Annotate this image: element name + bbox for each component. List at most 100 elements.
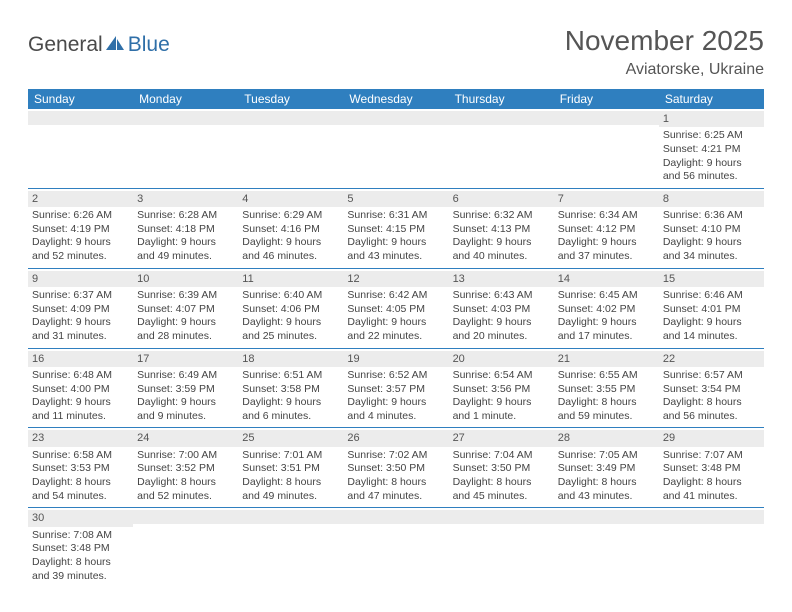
calendar-empty-cell (449, 508, 554, 587)
day-detail-line: Daylight: 9 hours and 9 minutes. (137, 396, 234, 423)
day-detail-line: Sunset: 3:52 PM (137, 462, 234, 476)
day-detail-line: Sunrise: 6:52 AM (347, 369, 444, 383)
day-detail-line: Daylight: 9 hours and 11 minutes. (32, 396, 129, 423)
day-detail-line: Daylight: 9 hours and 4 minutes. (347, 396, 444, 423)
day-detail-line: Sunset: 3:51 PM (242, 462, 339, 476)
calendar-day-cell: 15Sunrise: 6:46 AMSunset: 4:01 PMDayligh… (659, 268, 764, 348)
day-detail-line: Sunset: 3:48 PM (663, 462, 760, 476)
day-detail-line: Sunset: 4:21 PM (663, 143, 760, 157)
day-detail-line: Daylight: 8 hours and 54 minutes. (32, 476, 129, 503)
day-detail-line: Sunrise: 6:45 AM (558, 289, 655, 303)
day-detail-line: Daylight: 8 hours and 56 minutes. (663, 396, 760, 423)
calendar-day-cell: 21Sunrise: 6:55 AMSunset: 3:55 PMDayligh… (554, 348, 659, 428)
day-detail-line: Sunset: 4:05 PM (347, 303, 444, 317)
calendar-week-row: 9Sunrise: 6:37 AMSunset: 4:09 PMDaylight… (28, 268, 764, 348)
day-number: 26 (343, 430, 448, 446)
day-detail-line: Daylight: 9 hours and 31 minutes. (32, 316, 129, 343)
day-detail-line: Sunrise: 6:29 AM (242, 209, 339, 223)
calendar-day-cell: 22Sunrise: 6:57 AMSunset: 3:54 PMDayligh… (659, 348, 764, 428)
day-number: 29 (659, 430, 764, 446)
day-number: 17 (133, 351, 238, 367)
day-number: 30 (28, 510, 133, 526)
day-number: 18 (238, 351, 343, 367)
day-detail-line: Sunrise: 6:55 AM (558, 369, 655, 383)
day-number: 16 (28, 351, 133, 367)
day-number: 14 (554, 271, 659, 287)
day-header-row: Sunday Monday Tuesday Wednesday Thursday… (28, 89, 764, 109)
calendar-table: Sunday Monday Tuesday Wednesday Thursday… (28, 89, 764, 587)
calendar-empty-cell (554, 109, 659, 188)
sail-icon (104, 34, 126, 57)
day-number (133, 510, 238, 524)
day-detail-line: Sunrise: 7:02 AM (347, 449, 444, 463)
day-number: 25 (238, 430, 343, 446)
calendar-day-cell: 9Sunrise: 6:37 AMSunset: 4:09 PMDaylight… (28, 268, 133, 348)
day-detail-line: Daylight: 9 hours and 43 minutes. (347, 236, 444, 263)
calendar-page: General Blue November 2025 Aviatorske, U… (0, 0, 792, 612)
page-header: General Blue November 2025 Aviatorske, U… (28, 25, 764, 79)
col-wednesday: Wednesday (343, 89, 448, 109)
day-number: 12 (343, 271, 448, 287)
day-detail-line: Daylight: 9 hours and 6 minutes. (242, 396, 339, 423)
day-number: 5 (343, 191, 448, 207)
day-detail-line: Sunset: 3:55 PM (558, 383, 655, 397)
day-detail-line: Sunset: 4:12 PM (558, 223, 655, 237)
calendar-empty-cell (449, 109, 554, 188)
day-number: 7 (554, 191, 659, 207)
month-title: November 2025 (565, 25, 764, 57)
calendar-day-cell: 28Sunrise: 7:05 AMSunset: 3:49 PMDayligh… (554, 428, 659, 508)
calendar-day-cell: 7Sunrise: 6:34 AMSunset: 4:12 PMDaylight… (554, 188, 659, 268)
logo: General Blue (28, 33, 170, 57)
day-number: 13 (449, 271, 554, 287)
day-detail-line: Sunrise: 6:49 AM (137, 369, 234, 383)
day-detail-line: Daylight: 9 hours and 40 minutes. (453, 236, 550, 263)
logo-text-blue: Blue (128, 33, 170, 57)
day-detail-line: Sunrise: 7:04 AM (453, 449, 550, 463)
col-friday: Friday (554, 89, 659, 109)
day-detail-line: Sunrise: 6:28 AM (137, 209, 234, 223)
calendar-day-cell: 24Sunrise: 7:00 AMSunset: 3:52 PMDayligh… (133, 428, 238, 508)
day-detail-line: Sunset: 3:59 PM (137, 383, 234, 397)
day-number: 27 (449, 430, 554, 446)
day-detail-line: Sunrise: 6:58 AM (32, 449, 129, 463)
day-detail-line: Daylight: 9 hours and 25 minutes. (242, 316, 339, 343)
day-number: 19 (343, 351, 448, 367)
day-detail-line: Sunrise: 6:48 AM (32, 369, 129, 383)
col-sunday: Sunday (28, 89, 133, 109)
day-detail-line: Sunrise: 7:01 AM (242, 449, 339, 463)
day-detail-line: Daylight: 9 hours and 20 minutes. (453, 316, 550, 343)
day-detail-line: Sunset: 3:57 PM (347, 383, 444, 397)
day-number: 22 (659, 351, 764, 367)
day-number: 11 (238, 271, 343, 287)
day-detail-line: Sunset: 3:56 PM (453, 383, 550, 397)
day-detail-line: Sunrise: 6:43 AM (453, 289, 550, 303)
day-detail-line: Sunset: 4:02 PM (558, 303, 655, 317)
calendar-empty-cell (238, 109, 343, 188)
day-detail-line: Sunrise: 6:34 AM (558, 209, 655, 223)
day-number (28, 111, 133, 125)
day-detail-line: Daylight: 9 hours and 1 minute. (453, 396, 550, 423)
day-detail-line: Sunset: 4:03 PM (453, 303, 550, 317)
calendar-empty-cell (28, 109, 133, 188)
calendar-empty-cell (133, 508, 238, 587)
day-detail-line: Sunset: 4:19 PM (32, 223, 129, 237)
day-number: 15 (659, 271, 764, 287)
calendar-empty-cell (343, 508, 448, 587)
day-detail-line: Sunset: 4:13 PM (453, 223, 550, 237)
calendar-day-cell: 1Sunrise: 6:25 AMSunset: 4:21 PMDaylight… (659, 109, 764, 188)
calendar-week-row: 2Sunrise: 6:26 AMSunset: 4:19 PMDaylight… (28, 188, 764, 268)
day-detail-line: Daylight: 9 hours and 17 minutes. (558, 316, 655, 343)
day-detail-line: Sunrise: 7:00 AM (137, 449, 234, 463)
day-number (238, 510, 343, 524)
day-detail-line: Daylight: 8 hours and 43 minutes. (558, 476, 655, 503)
calendar-day-cell: 13 Sunrise: 6:43 AMSunset: 4:03 PMDayligh… (449, 268, 554, 348)
day-number: 20 (449, 351, 554, 367)
day-detail-line: Sunrise: 6:57 AM (663, 369, 760, 383)
calendar-week-row: 23Sunrise: 6:58 AMSunset: 3:53 PMDayligh… (28, 428, 764, 508)
day-detail-line: Sunrise: 6:32 AM (453, 209, 550, 223)
day-number (554, 111, 659, 125)
calendar-empty-cell (659, 508, 764, 587)
calendar-day-cell: 30Sunrise: 7:08 AMSunset: 3:48 PMDayligh… (28, 508, 133, 587)
day-number: 9 (28, 271, 133, 287)
day-detail-line: Sunset: 3:50 PM (453, 462, 550, 476)
